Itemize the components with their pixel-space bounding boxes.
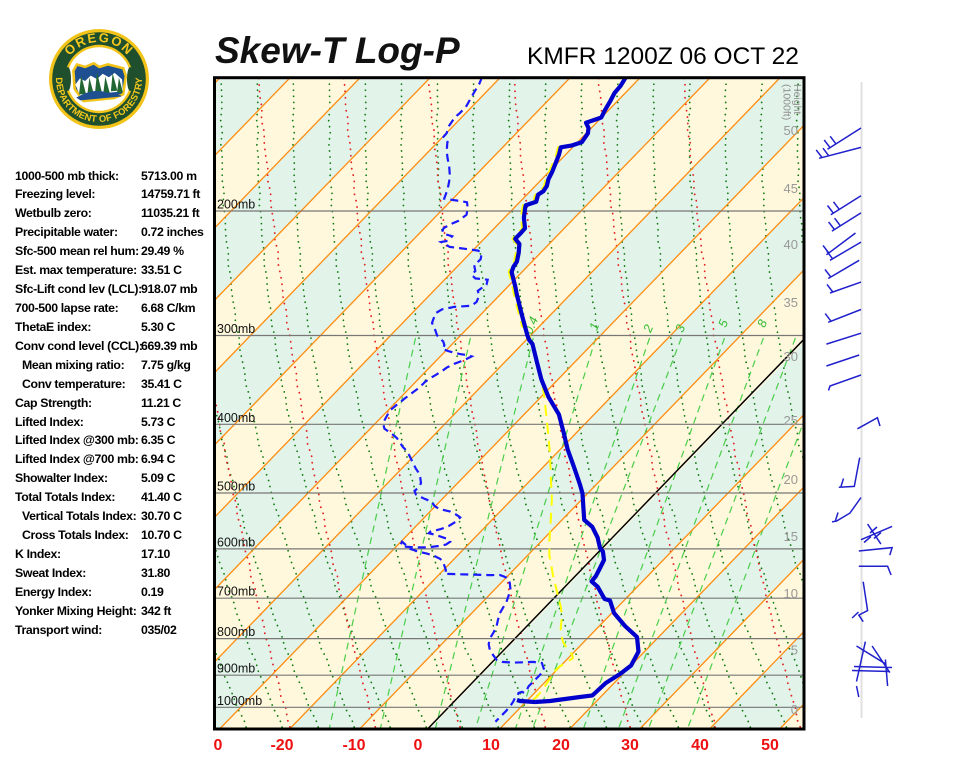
svg-text:20: 20	[784, 472, 798, 487]
svg-text:1: 1	[586, 321, 602, 333]
svg-text:0: 0	[414, 737, 423, 754]
svg-text:40: 40	[784, 237, 798, 252]
svg-text:200mb: 200mb	[217, 198, 255, 212]
svg-text:800mb: 800mb	[217, 625, 255, 639]
svg-text:10: 10	[784, 586, 798, 601]
svg-text:300mb: 300mb	[217, 322, 255, 336]
svg-text:400mb: 400mb	[217, 411, 255, 425]
svg-text:8: 8	[754, 318, 770, 330]
svg-text:30: 30	[621, 737, 639, 754]
svg-text:40: 40	[691, 737, 709, 754]
svg-text:Height: Height	[791, 84, 803, 114]
svg-text:30: 30	[784, 349, 798, 364]
svg-text:600mb: 600mb	[217, 535, 255, 549]
svg-text:700mb: 700mb	[217, 585, 255, 599]
svg-text:900mb: 900mb	[217, 662, 255, 676]
svg-text:5: 5	[715, 318, 731, 330]
svg-text:25: 25	[784, 413, 798, 428]
svg-text:10: 10	[482, 737, 500, 754]
svg-text:0: 0	[791, 702, 798, 717]
svg-text:35: 35	[784, 295, 798, 310]
svg-text:0: 0	[214, 737, 223, 754]
svg-text:20: 20	[552, 737, 570, 754]
svg-text:-20: -20	[270, 737, 293, 754]
svg-text:500mb: 500mb	[217, 480, 255, 494]
svg-text:5: 5	[791, 643, 798, 658]
svg-text:1000mb: 1000mb	[217, 694, 262, 708]
svg-text:50: 50	[761, 737, 779, 754]
svg-text:45: 45	[784, 181, 798, 196]
svg-text:3: 3	[672, 323, 688, 335]
svg-text:(1000ft): (1000ft)	[781, 84, 793, 120]
svg-text:15: 15	[784, 529, 798, 544]
svg-text:50: 50	[784, 123, 798, 138]
svg-text:-10: -10	[342, 737, 365, 754]
